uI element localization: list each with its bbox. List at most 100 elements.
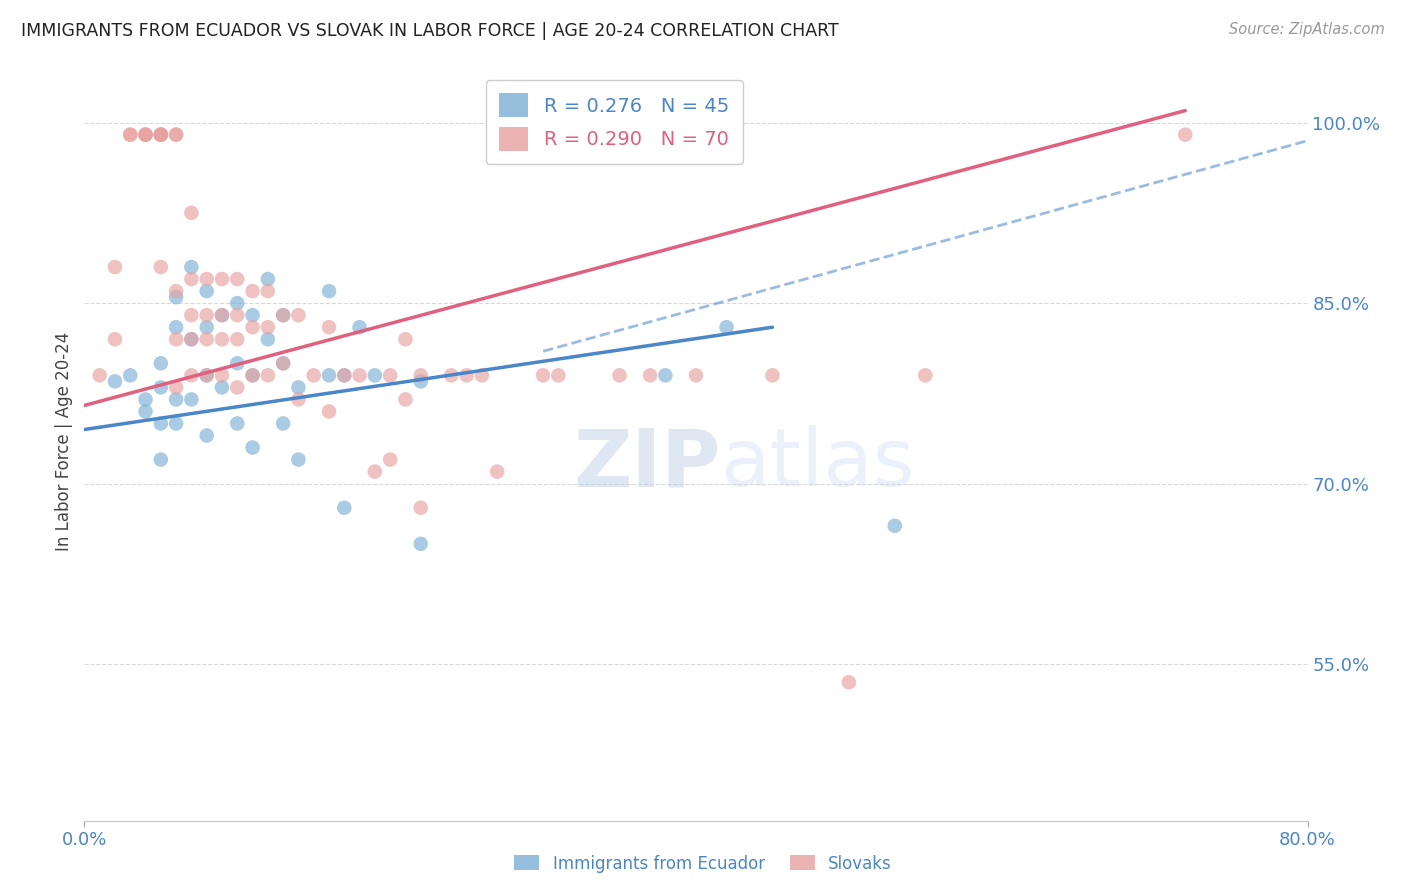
Point [211, 332, 233, 346]
Point [149, 417, 172, 431]
Point [333, 368, 356, 383]
Point [89, 368, 111, 383]
Point [226, 332, 249, 346]
Point [914, 368, 936, 383]
Point [257, 368, 280, 383]
Point [409, 375, 432, 389]
Point [333, 368, 356, 383]
Point [257, 320, 280, 334]
Point [135, 404, 157, 418]
Point [257, 272, 280, 286]
Point [271, 308, 294, 322]
Point [242, 368, 264, 383]
Point [349, 368, 371, 383]
Point [226, 417, 249, 431]
Point [287, 380, 309, 394]
Point [609, 368, 631, 383]
Point [211, 368, 233, 383]
Point [180, 392, 202, 407]
Point [226, 308, 249, 322]
Point [135, 128, 157, 142]
Point [104, 375, 127, 389]
Point [380, 368, 402, 383]
Text: ZIP: ZIP [574, 425, 720, 503]
Point [287, 392, 309, 407]
Point [195, 428, 218, 442]
Point [226, 380, 249, 394]
Point [471, 368, 494, 383]
Point [287, 308, 309, 322]
Point [761, 368, 783, 383]
Point [149, 260, 172, 274]
Point [257, 332, 280, 346]
Point [211, 272, 233, 286]
Point [716, 320, 738, 334]
Point [149, 128, 172, 142]
Point [195, 272, 218, 286]
Point [394, 392, 416, 407]
Point [180, 332, 202, 346]
Point [531, 368, 554, 383]
Point [149, 380, 172, 394]
Point [149, 128, 172, 142]
Point [242, 308, 264, 322]
Point [180, 206, 202, 220]
Point [318, 284, 340, 298]
Point [333, 500, 356, 515]
Point [195, 332, 218, 346]
Point [380, 452, 402, 467]
Point [287, 452, 309, 467]
Point [104, 332, 127, 346]
Point [349, 320, 371, 334]
Text: Source: ZipAtlas.com: Source: ZipAtlas.com [1229, 22, 1385, 37]
Point [271, 308, 294, 322]
Point [120, 128, 142, 142]
Point [195, 368, 218, 383]
Point [318, 368, 340, 383]
Point [547, 368, 569, 383]
Point [226, 296, 249, 310]
Point [149, 128, 172, 142]
Point [195, 368, 218, 383]
Point [180, 308, 202, 322]
Point [685, 368, 707, 383]
Point [165, 128, 187, 142]
Point [638, 368, 661, 383]
Point [180, 332, 202, 346]
Point [211, 380, 233, 394]
Point [226, 356, 249, 370]
Point [486, 465, 509, 479]
Point [120, 368, 142, 383]
Point [165, 380, 187, 394]
Point [242, 284, 264, 298]
Point [135, 128, 157, 142]
Point [409, 368, 432, 383]
Point [180, 272, 202, 286]
Point [1174, 128, 1197, 142]
Point [165, 128, 187, 142]
Y-axis label: In Labor Force | Age 20-24: In Labor Force | Age 20-24 [55, 332, 73, 551]
Point [271, 356, 294, 370]
Point [149, 128, 172, 142]
Point [318, 320, 340, 334]
Text: atlas: atlas [720, 425, 915, 503]
Point [242, 320, 264, 334]
Point [838, 675, 860, 690]
Point [456, 368, 478, 383]
Point [364, 368, 387, 383]
Point [242, 441, 264, 455]
Point [165, 320, 187, 334]
Point [135, 128, 157, 142]
Point [165, 290, 187, 304]
Point [104, 260, 127, 274]
Point [226, 272, 249, 286]
Point [318, 404, 340, 418]
Point [195, 308, 218, 322]
Point [180, 260, 202, 274]
Point [135, 392, 157, 407]
Text: IMMIGRANTS FROM ECUADOR VS SLOVAK IN LABOR FORCE | AGE 20-24 CORRELATION CHART: IMMIGRANTS FROM ECUADOR VS SLOVAK IN LAB… [21, 22, 839, 40]
Point [180, 368, 202, 383]
Point [409, 537, 432, 551]
Point [440, 368, 463, 383]
Point [654, 368, 676, 383]
